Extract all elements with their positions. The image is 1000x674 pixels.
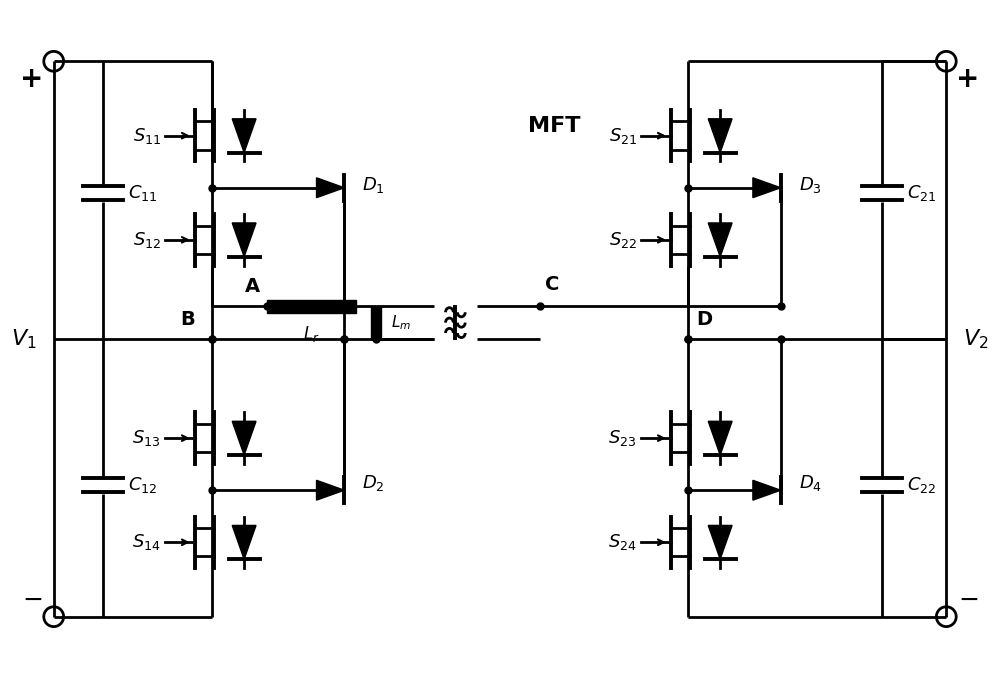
Polygon shape bbox=[232, 421, 256, 455]
Text: $S_{14}$: $S_{14}$ bbox=[132, 532, 161, 552]
Text: $C_{21}$: $C_{21}$ bbox=[907, 183, 936, 203]
Text: $D_3$: $D_3$ bbox=[799, 175, 821, 195]
Text: $L_r$: $L_r$ bbox=[303, 324, 320, 344]
Text: $-$: $-$ bbox=[958, 587, 978, 611]
Bar bbox=[267, 300, 356, 313]
Polygon shape bbox=[753, 178, 781, 197]
Text: $D_4$: $D_4$ bbox=[799, 472, 822, 493]
Text: $S_{11}$: $S_{11}$ bbox=[133, 125, 161, 146]
Polygon shape bbox=[708, 119, 732, 152]
Text: $C_{12}$: $C_{12}$ bbox=[128, 474, 157, 495]
Bar bbox=[371, 306, 381, 339]
Text: $L_m$: $L_m$ bbox=[391, 313, 411, 332]
Text: $V_1$: $V_1$ bbox=[11, 327, 37, 350]
Polygon shape bbox=[232, 223, 256, 257]
Text: +: + bbox=[956, 65, 980, 93]
Text: $S_{21}$: $S_{21}$ bbox=[609, 125, 637, 146]
Polygon shape bbox=[708, 421, 732, 455]
Polygon shape bbox=[753, 481, 781, 500]
Text: MFT: MFT bbox=[528, 116, 581, 135]
Polygon shape bbox=[708, 526, 732, 559]
Polygon shape bbox=[232, 526, 256, 559]
Polygon shape bbox=[317, 481, 344, 500]
Text: $S_{12}$: $S_{12}$ bbox=[133, 230, 161, 250]
Text: $D_2$: $D_2$ bbox=[362, 472, 385, 493]
Text: $V_2$: $V_2$ bbox=[963, 327, 989, 350]
Text: $S_{13}$: $S_{13}$ bbox=[132, 428, 161, 448]
Text: B: B bbox=[180, 310, 195, 329]
Text: $C_{11}$: $C_{11}$ bbox=[128, 183, 158, 203]
Text: $S_{23}$: $S_{23}$ bbox=[608, 428, 637, 448]
Text: +: + bbox=[20, 65, 44, 93]
Text: C: C bbox=[545, 276, 559, 295]
Text: $C_{22}$: $C_{22}$ bbox=[907, 474, 936, 495]
Polygon shape bbox=[708, 223, 732, 257]
Text: $S_{24}$: $S_{24}$ bbox=[608, 532, 637, 552]
Text: $-$: $-$ bbox=[22, 587, 42, 611]
Text: D: D bbox=[696, 310, 712, 329]
Polygon shape bbox=[317, 178, 344, 197]
Text: A: A bbox=[244, 277, 260, 297]
Polygon shape bbox=[232, 119, 256, 152]
Text: $D_1$: $D_1$ bbox=[362, 175, 385, 195]
Text: $S_{22}$: $S_{22}$ bbox=[609, 230, 637, 250]
